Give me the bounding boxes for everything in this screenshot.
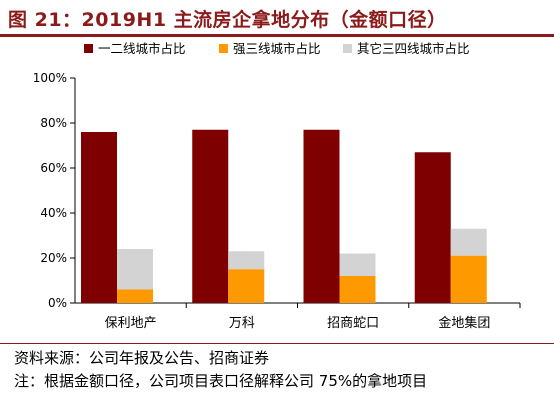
bar-其它三四线城市占比 (450, 228, 487, 256)
y-tick-label: 20% (40, 251, 67, 265)
note-text: 注：根据金额口径，公司项目表口径解释公司 75%的拿地项目 (14, 372, 428, 390)
figure-title: 图 21：2019H1 主流房企拿地分布（金额口径） (8, 9, 447, 31)
y-tick-label: 40% (40, 206, 67, 220)
figure-title-bar: 图 21：2019H1 主流房企拿地分布（金额口径） (0, 0, 554, 34)
x-tick-label: 招商蛇口 (327, 316, 379, 331)
bar-强三线城市占比 (228, 269, 265, 303)
bar-一二线城市占比 (81, 132, 117, 303)
bar-其它三四线城市占比 (117, 249, 153, 290)
legend-label-0: 一二线城市占比 (98, 41, 186, 56)
y-tick-label: 100% (33, 71, 67, 85)
bar-其它三四线城市占比 (339, 253, 376, 276)
bar-强三线城市占比 (339, 276, 376, 303)
source-divider (0, 343, 554, 344)
x-tick-label: 金地集团 (438, 315, 490, 331)
bar-强三线城市占比 (450, 255, 487, 303)
source-text: 资料来源：公司年报及公告、招商证券 (14, 349, 270, 367)
bar-一二线城市占比 (414, 152, 451, 303)
x-tick-label: 万科 (229, 316, 255, 331)
bar-一二线城市占比 (303, 129, 340, 303)
x-tick-label: 保利地产 (105, 316, 157, 331)
bar-其它三四线城市占比 (228, 251, 265, 270)
bar-一二线城市占比 (192, 129, 229, 303)
y-tick-label: 60% (40, 161, 67, 175)
bar-强三线城市占比 (117, 289, 153, 303)
bar-chart: 一二线城市占比 强三线城市占比 其它三四线城市占比 0% 20% 40% 60% 80% 100… (33, 41, 521, 331)
legend-swatch-2 (343, 44, 352, 53)
legend-label-1: 强三线城市占比 (233, 41, 321, 56)
legend-swatch-0 (84, 44, 93, 53)
y-tick-label: 0% (48, 296, 67, 310)
legend-label-2: 其它三四线城市占比 (357, 41, 470, 56)
legend-swatch-1 (219, 44, 228, 53)
title-divider (0, 34, 554, 37)
y-tick-label: 80% (40, 116, 67, 130)
